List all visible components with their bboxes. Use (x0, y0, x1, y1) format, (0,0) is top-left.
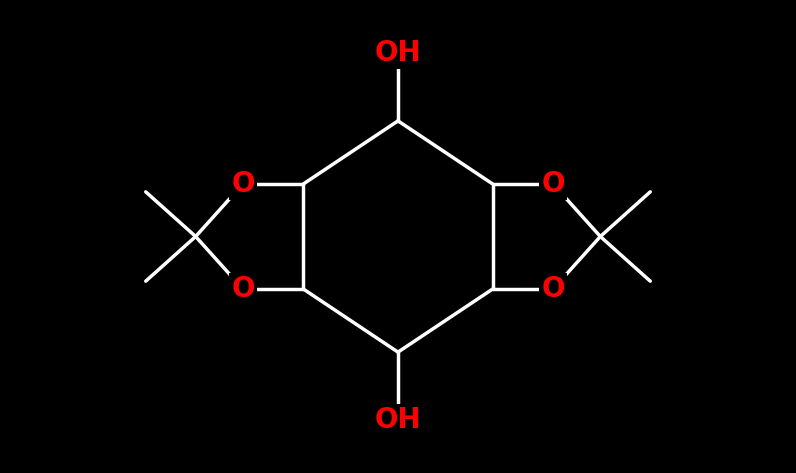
Text: O: O (231, 170, 255, 198)
Text: OH: OH (375, 39, 421, 67)
Text: O: O (231, 275, 255, 303)
Text: OH: OH (375, 406, 421, 434)
Text: O: O (541, 170, 565, 198)
Text: O: O (541, 275, 565, 303)
